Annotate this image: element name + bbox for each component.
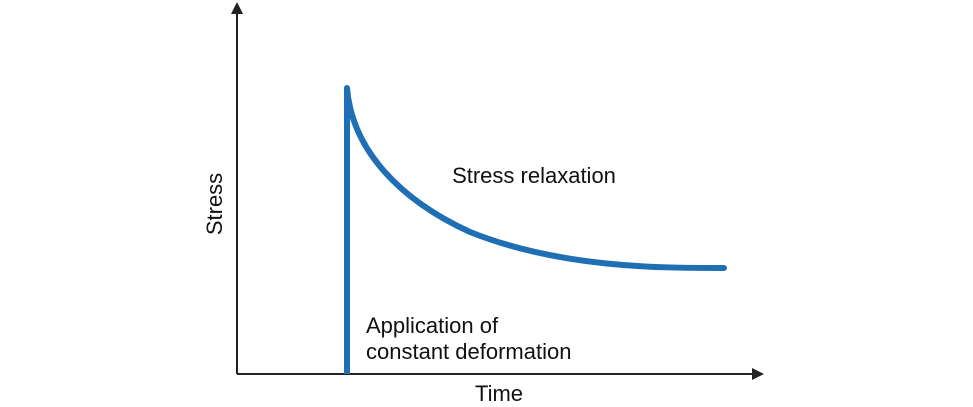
x-axis-label: Time — [475, 381, 523, 406]
stress-relaxation-curve — [344, 85, 727, 271]
application-annotation-line2: constant deformation — [366, 339, 571, 364]
relaxation-annotation: Stress relaxation — [452, 163, 616, 188]
y-axis-arrowhead — [231, 2, 243, 14]
y-axis-label: Stress — [202, 173, 227, 235]
x-axis-arrowhead — [752, 368, 764, 380]
application-annotation-line1: Application of — [366, 313, 499, 338]
